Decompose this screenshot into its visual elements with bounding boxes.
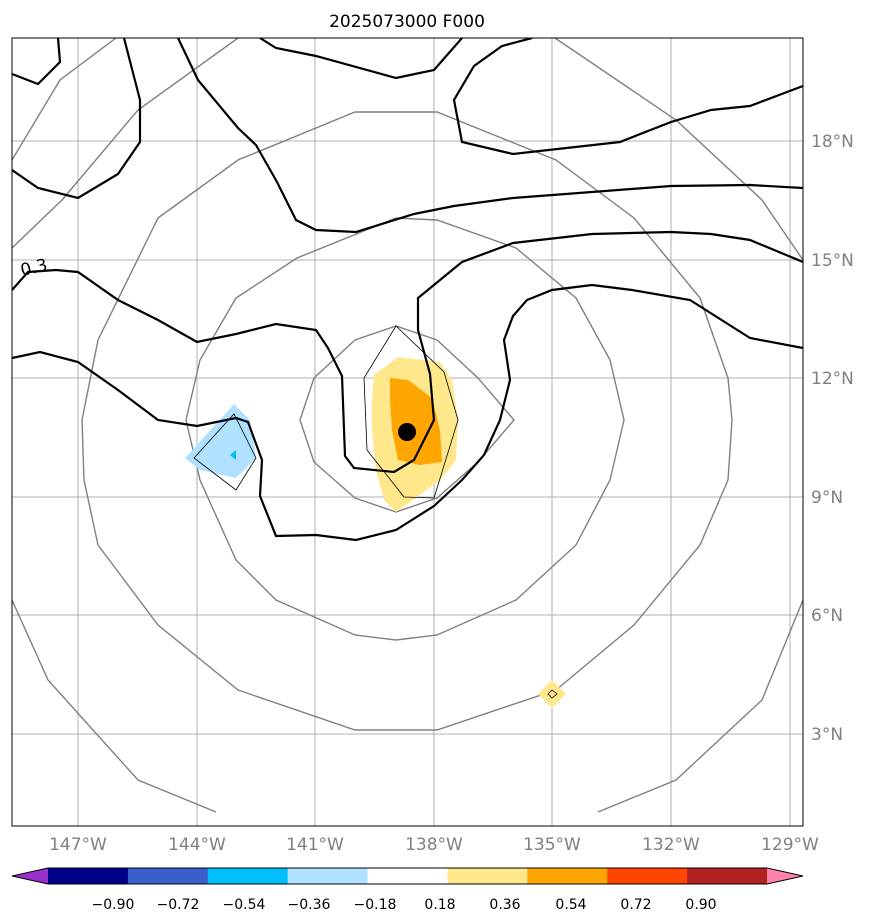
lat-label: 6°N xyxy=(811,606,843,626)
gridlines xyxy=(12,38,803,826)
lon-label: 135°W xyxy=(523,835,581,855)
colorbar-segment xyxy=(607,868,688,884)
colorbar-tick-label: 0.90 xyxy=(685,897,716,913)
lat-label: 12°N xyxy=(811,369,854,389)
map-frame xyxy=(11,37,804,827)
lon-label: 144°W xyxy=(168,835,226,855)
latitude-labels: 18°N 15°N 12°N 9°N 6°N 3°N xyxy=(811,132,854,745)
colorbar-tick-label: 0.36 xyxy=(489,897,520,913)
colorbar-segment xyxy=(287,868,369,884)
colorbar-segment xyxy=(48,868,129,884)
colorbar-segment xyxy=(527,868,608,884)
colorbar-outline xyxy=(11,867,804,885)
lon-label: 147°W xyxy=(49,835,107,855)
contour-label: 0.3 xyxy=(19,255,50,281)
positive-anomaly-fill xyxy=(372,357,566,708)
lon-label: 129°W xyxy=(761,835,819,855)
colorbar-extend-low xyxy=(12,868,48,884)
colorbar-tick-label: −0.54 xyxy=(223,897,266,913)
colorbar-extend-high xyxy=(767,868,803,884)
lon-label: 138°W xyxy=(405,835,463,855)
storm-center-marker xyxy=(398,423,416,441)
colorbar-tick-label: 0.18 xyxy=(424,897,455,913)
colorbar-segment xyxy=(687,868,768,884)
colorbar-segment xyxy=(447,868,528,884)
colorbar-segment xyxy=(127,868,209,884)
colorbar-segment xyxy=(367,868,448,884)
colorbar-segments xyxy=(11,867,804,885)
colorbar-tick-label: 0.54 xyxy=(555,897,586,913)
figure-title: 2025073000 F000 xyxy=(329,12,485,32)
colorbar: −0.90 −0.72 −0.54 −0.36 −0.18 0.18 0.36 … xyxy=(11,867,804,913)
colorbar-segment xyxy=(207,868,289,884)
lon-label: 141°W xyxy=(286,835,344,855)
colorbar-tick-labels: −0.90 −0.72 −0.54 −0.36 −0.18 0.18 0.36 … xyxy=(92,897,717,913)
longitude-labels: 147°W 144°W 141°W 138°W 135°W 132°W 129°… xyxy=(49,835,819,855)
colorbar-tick-label: −0.72 xyxy=(157,897,200,913)
map-area: 0.3 xyxy=(12,38,803,826)
colorbar-tick-label: −0.36 xyxy=(288,897,331,913)
thick-contours xyxy=(12,38,803,542)
lat-label: 3°N xyxy=(811,725,843,745)
lat-label: 9°N xyxy=(811,488,843,508)
colorbar-tick-label: −0.90 xyxy=(92,897,135,913)
lon-label: 132°W xyxy=(642,835,700,855)
colorbar-tick-label: 0.72 xyxy=(620,897,651,913)
colorbar-tick-label: −0.18 xyxy=(354,897,397,913)
anomaly-outlines xyxy=(193,325,558,699)
lat-label: 15°N xyxy=(811,251,854,271)
negative-anomaly-fill xyxy=(185,404,256,478)
lat-label: 18°N xyxy=(811,132,854,152)
